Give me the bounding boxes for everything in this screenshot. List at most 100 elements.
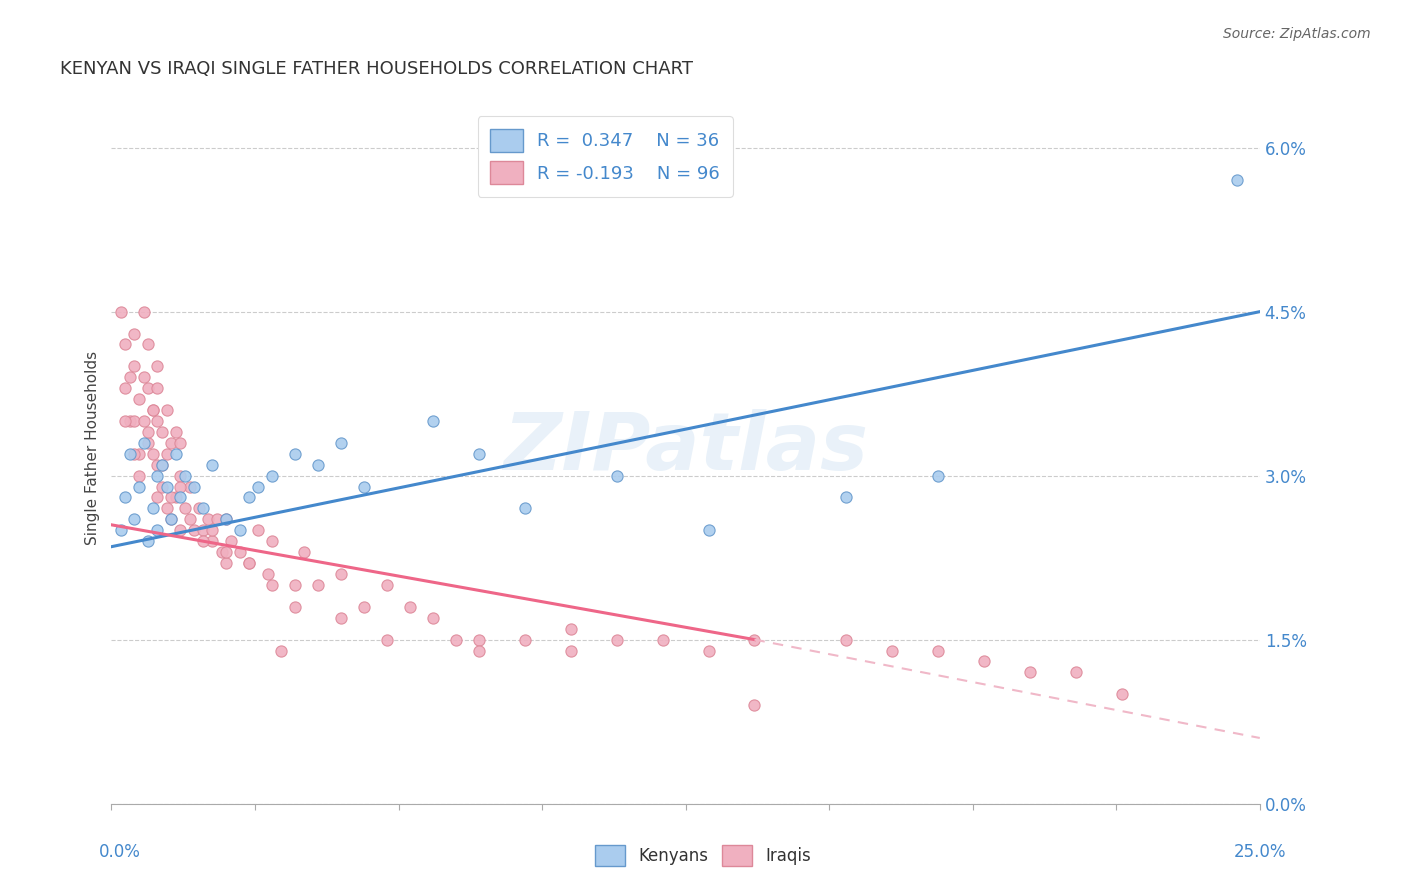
Text: KENYAN VS IRAQI SINGLE FATHER HOUSEHOLDS CORRELATION CHART: KENYAN VS IRAQI SINGLE FATHER HOUSEHOLDS… <box>59 60 693 78</box>
Point <box>330 611 353 625</box>
Point <box>150 425 173 439</box>
Point <box>651 632 673 647</box>
Point <box>124 512 146 526</box>
Point <box>193 523 215 537</box>
Point <box>284 447 307 461</box>
Point <box>114 381 136 395</box>
Point <box>128 392 150 406</box>
Point <box>118 414 141 428</box>
Point <box>114 414 136 428</box>
Point <box>179 512 201 526</box>
Point <box>697 523 720 537</box>
Point <box>132 414 155 428</box>
Point <box>142 501 165 516</box>
Point <box>136 425 159 439</box>
Point <box>114 337 136 351</box>
Point <box>1226 173 1249 187</box>
Point <box>973 655 995 669</box>
Point <box>744 698 766 713</box>
Point <box>155 403 177 417</box>
Point <box>142 403 165 417</box>
Point <box>132 304 155 318</box>
Point <box>270 643 292 657</box>
Point <box>353 479 375 493</box>
Point <box>835 491 858 505</box>
Point <box>375 578 398 592</box>
Point <box>160 491 183 505</box>
Point <box>118 370 141 384</box>
Point <box>284 578 307 592</box>
Point <box>219 534 242 549</box>
Point <box>132 435 155 450</box>
Point <box>256 567 278 582</box>
Point <box>155 501 177 516</box>
Point <box>468 632 491 647</box>
Point <box>262 578 284 592</box>
Text: 0.0%: 0.0% <box>98 843 141 861</box>
Point <box>201 523 224 537</box>
Point <box>1111 687 1133 701</box>
Point <box>444 632 467 647</box>
Point <box>697 643 720 657</box>
Point <box>132 370 155 384</box>
Point <box>262 468 284 483</box>
Legend: R =  0.347    N = 36, R = -0.193    N = 96: R = 0.347 N = 36, R = -0.193 N = 96 <box>478 116 733 197</box>
Point <box>229 545 252 559</box>
Point <box>606 632 628 647</box>
Point <box>160 435 183 450</box>
Point <box>187 501 209 516</box>
Text: Source: ZipAtlas.com: Source: ZipAtlas.com <box>1223 27 1371 41</box>
Legend: Kenyans, Iraqis: Kenyans, Iraqis <box>586 837 820 875</box>
Point <box>560 643 582 657</box>
Point <box>927 468 949 483</box>
Point <box>375 632 398 647</box>
Point <box>155 479 177 493</box>
Point <box>128 479 150 493</box>
Point <box>882 643 904 657</box>
Point <box>124 414 146 428</box>
Point <box>169 435 191 450</box>
Point <box>193 534 215 549</box>
Point <box>165 491 187 505</box>
Point <box>835 632 858 647</box>
Point <box>136 534 159 549</box>
Point <box>307 578 329 592</box>
Point <box>513 501 536 516</box>
Point <box>468 447 491 461</box>
Point <box>238 491 260 505</box>
Point <box>169 468 191 483</box>
Point <box>468 643 491 657</box>
Point <box>174 501 197 516</box>
Point <box>1019 665 1042 680</box>
Point <box>238 556 260 570</box>
Point <box>422 611 444 625</box>
Point <box>399 599 422 614</box>
Point <box>146 414 169 428</box>
Point <box>128 468 150 483</box>
Point <box>513 632 536 647</box>
Point <box>142 447 165 461</box>
Point <box>124 326 146 341</box>
Point <box>114 491 136 505</box>
Point <box>146 491 169 505</box>
Point <box>560 622 582 636</box>
Point <box>353 599 375 614</box>
Point <box>146 458 169 472</box>
Point <box>193 501 215 516</box>
Point <box>146 523 169 537</box>
Point <box>215 556 238 570</box>
Point <box>110 523 132 537</box>
Point <box>118 447 141 461</box>
Point <box>606 468 628 483</box>
Point <box>744 632 766 647</box>
Point <box>197 512 219 526</box>
Point <box>205 512 228 526</box>
Point <box>150 458 173 472</box>
Y-axis label: Single Father Households: Single Father Households <box>86 351 100 545</box>
Point <box>128 447 150 461</box>
Point <box>183 523 205 537</box>
Point <box>146 381 169 395</box>
Point <box>160 512 183 526</box>
Point <box>330 567 353 582</box>
Point <box>169 479 191 493</box>
